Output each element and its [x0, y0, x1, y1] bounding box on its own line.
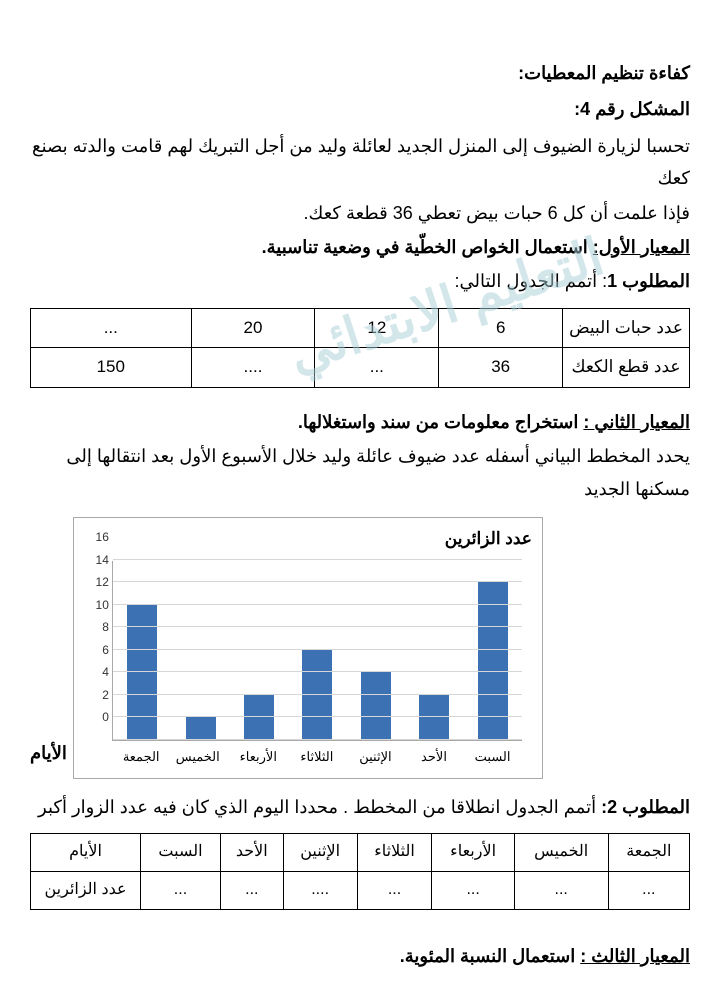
- cell: 36: [439, 348, 563, 388]
- criterion-3: المعيار الثالث : استعمال النسبة المئوية.: [30, 940, 690, 972]
- y-tick-label: 0: [87, 707, 109, 729]
- criterion-2-desc: يحدد المخطط البياني أسفله عدد ضيوف عائلة…: [30, 440, 690, 505]
- task-2-label: المطلوب 2:: [601, 797, 690, 817]
- cell: 6: [439, 308, 563, 348]
- criterion-1: المعيار الأول: استعمال الخواص الخطّية في…: [30, 231, 690, 263]
- criterion-1-label: المعيار الأول:: [593, 237, 690, 257]
- task-2: المطلوب 2: أتمم الجدول انطلاقا من المخطط…: [30, 791, 690, 823]
- y-tick-label: 8: [87, 617, 109, 639]
- cell: الأيام: [31, 834, 141, 872]
- x-tick-label: الإثنين: [355, 745, 395, 768]
- criterion-2-label: المعيار الثاني :: [583, 412, 690, 432]
- grid-line: [113, 716, 522, 717]
- problem-number: المشكل رقم 4:: [30, 93, 690, 125]
- grid-line: [113, 626, 522, 627]
- table-row: عدد حبات البيض 6 12 20 ...: [31, 308, 690, 348]
- task-1: المطلوب 1: أتمم الجدول التالي:: [30, 265, 690, 297]
- task-1-label: المطلوب 1: [607, 271, 690, 291]
- grid-line: [113, 604, 522, 605]
- y-tick-label: 14: [87, 550, 109, 572]
- cell: ...: [432, 872, 514, 910]
- cell: ...: [315, 348, 439, 388]
- x-tick-label: الثلاثاء: [297, 745, 337, 768]
- criterion-3-text: استعمال النسبة المئوية.: [400, 946, 581, 966]
- cell: ...: [141, 872, 221, 910]
- grid-line: [113, 581, 522, 582]
- task-1-text: : أتمم الجدول التالي:: [454, 271, 607, 291]
- criterion-3-label: المعيار الثالث :: [580, 946, 690, 966]
- table-row: ... ... ... ... .... ... ... عدد الزائري…: [31, 872, 690, 910]
- cell: ...: [220, 872, 283, 910]
- row1-header: عدد حبات البيض: [563, 308, 690, 348]
- y-tick-label: 6: [87, 640, 109, 662]
- bar: [186, 717, 216, 740]
- visitors-chart: عدد الزائرين 0246810121416 السبت الأحد الإ…: [73, 517, 543, 779]
- cell: الثلاثاء: [357, 834, 432, 872]
- cell: 20: [191, 308, 315, 348]
- intro-line-2: فإذا علمت أن كل 6 حبات بيض تعطي 36 قطعة …: [30, 197, 690, 229]
- cell: ...: [608, 872, 689, 910]
- task-2-text: أتمم الجدول انطلاقا من المخطط . محددا ال…: [38, 797, 601, 817]
- criterion-1-text: استعمال الخواص الخطّية في وضعية تناسبية.: [262, 237, 593, 257]
- cell: الإثنين: [283, 834, 357, 872]
- grid-line: [113, 671, 522, 672]
- y-tick-label: 10: [87, 595, 109, 617]
- cell: 12: [315, 308, 439, 348]
- cell: ...: [514, 872, 608, 910]
- cell: 150: [31, 348, 192, 388]
- cell: السبت: [141, 834, 221, 872]
- chart-area: 0246810121416: [112, 561, 522, 741]
- bar: [302, 650, 332, 740]
- bar: [244, 695, 274, 740]
- bar: [419, 695, 449, 740]
- x-tick-label: الجمعة: [121, 745, 161, 768]
- y-tick-label: 12: [87, 572, 109, 594]
- bars-container: [113, 561, 522, 740]
- cell: ...: [31, 308, 192, 348]
- cell: الأحد: [220, 834, 283, 872]
- intro-line-1: تحسبا لزيارة الضيوف إلى المنزل الجديد لع…: [30, 130, 690, 195]
- table-row: عدد قطع الكعك 36 ... .... 150: [31, 348, 690, 388]
- bar: [361, 672, 391, 740]
- visitors-table: الجمعة الخميس الأربعاء الثلاثاء الإثنين …: [30, 833, 690, 910]
- x-tick-label: الأربعاء: [238, 745, 278, 768]
- cell: ....: [191, 348, 315, 388]
- criterion-2: المعيار الثاني : استخراج معلومات من سند …: [30, 406, 690, 438]
- x-tick-label: السبت: [473, 745, 513, 768]
- criterion-2-text: استخراج معلومات من سند واستغلالها.: [298, 412, 584, 432]
- bar: [127, 605, 157, 740]
- cell: الخميس: [514, 834, 608, 872]
- y-tick-label: 16: [87, 527, 109, 549]
- grid-line: [113, 649, 522, 650]
- grid-line: [113, 559, 522, 560]
- row-label: عدد الزائرين: [31, 872, 141, 910]
- cell: ....: [283, 872, 357, 910]
- cell: الجمعة: [608, 834, 689, 872]
- table-row: الجمعة الخميس الأربعاء الثلاثاء الإثنين …: [31, 834, 690, 872]
- grid-line: [113, 739, 522, 740]
- chart-title: عدد الزائرين: [84, 524, 532, 555]
- y-tick-label: 2: [87, 685, 109, 707]
- x-tick-label: الخميس: [180, 745, 220, 768]
- x-tick-label: الأحد: [414, 745, 454, 768]
- page-title: كفاءة تنظيم المعطيات:: [30, 57, 690, 89]
- x-labels: السبت الأحد الإثنين الثلاثاء الأربعاء الخميس ا…: [112, 745, 522, 768]
- axis-days-label: الأيام: [30, 737, 67, 769]
- cell: ...: [357, 872, 432, 910]
- cell: الأربعاء: [432, 834, 514, 872]
- proportional-table: عدد حبات البيض 6 12 20 ... عدد قطع الكعك…: [30, 308, 690, 388]
- y-tick-label: 4: [87, 662, 109, 684]
- grid-line: [113, 694, 522, 695]
- row2-header: عدد قطع الكعك: [563, 348, 690, 388]
